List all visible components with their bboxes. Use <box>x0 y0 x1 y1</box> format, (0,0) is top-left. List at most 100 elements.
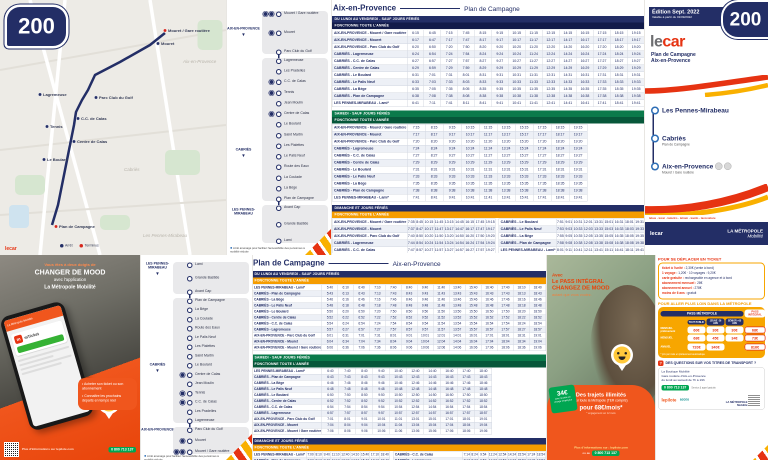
stop-group-box <box>173 298 249 423</box>
time-cell: 14:54 <box>454 239 465 247</box>
stop-cell: CABRIÈS - C.C. de Calas <box>332 57 408 65</box>
time-cell: 12:41 <box>542 99 560 107</box>
timetable-table: LES PENNES-MIRABEAU - Lami* 7:00 8:10 9:40 1… <box>252 451 390 460</box>
corner-stripes <box>743 435 768 460</box>
transport-mode-icon <box>723 162 732 171</box>
timetable-table: CABRIÈS - C.C. de Calas 7:14 8:24 9:54 11:24… <box>392 451 546 460</box>
timetable-outbound: Aix-en-Provence Plan de Campagne DU LUNDI … <box>332 0 645 253</box>
time-cell: 7:58 <box>556 239 565 247</box>
ticket-price-line: ticket à l'unité : 2,30€ (vente à bord) <box>662 266 715 271</box>
timetable-section: SAMEDI - SAUF JOURS FÉRIÉS FONCTIONNE TOU… <box>332 110 645 202</box>
line-number-badge-cover: 200 <box>723 2 768 37</box>
time-cell: 17:06 <box>440 428 459 435</box>
stop-name: Le Boulard <box>195 363 212 367</box>
route-diagram-return: LES PENNES-MIRABEAU ▼ CABRIÈS ▼ AIX-EN-PROVE… <box>140 255 252 460</box>
time-cell: 11:27 <box>478 152 498 160</box>
stop-name: La Bège <box>284 185 298 190</box>
time-cell: 9:20 <box>491 43 509 51</box>
timetable-row: CABRIÈS - Centre de Calas 6:52 7:52 8:52 9:5… <box>252 398 493 405</box>
stop-name: Les Pradelles <box>284 69 306 73</box>
timetable-row: AIX-EN-PROVENCE - Parc Club du Golf 7:20 8… <box>332 138 588 146</box>
stop-name: Parc Club du Golf <box>284 49 312 54</box>
stop-name: Les Pradelles <box>195 409 217 413</box>
time-cell: 6:31 <box>406 71 425 79</box>
timetable-table: LES PENNES-MIRABEAU - Lami* 5:40 6:10 6:40 7… <box>252 284 546 351</box>
footer-lecar-logo: lecar <box>650 230 663 237</box>
stop-name: Centre de Calas <box>195 372 221 376</box>
accessibility-footnote: ● Arrêt aménagé pour faciliter l'accessi… <box>144 453 219 460</box>
time-cell: 8:27 <box>424 152 444 160</box>
time-cell: 15:33 <box>514 173 534 181</box>
timetable-row: CABRIÈS - Le Palis Neuf 7:53 9:03 10:33 12:0… <box>498 225 645 233</box>
time-cell: 7:54 <box>457 50 475 58</box>
cover-stop-sub: Plan de Campagne <box>662 143 690 147</box>
time-cell: 19:33 <box>568 173 588 181</box>
time-cell: 8:15 <box>474 29 492 37</box>
zone-label: AIX-EN-PROVENCE ▼ <box>227 27 260 37</box>
time-cell: 11:47 <box>433 225 445 233</box>
timetable-row: LES PENNES-MIRABEAU - Lami* 8:01 9:11 10:41… <box>498 246 645 253</box>
time-cell: 18:33 <box>610 78 628 86</box>
note-header-bar: FONCTIONNE TOUTE L'ANNÉE <box>252 277 546 284</box>
time-cell: 7:38 <box>406 187 426 195</box>
stop-name: C.C. de Calas <box>284 79 306 84</box>
stop-dot <box>276 238 282 244</box>
time-cell: 11:24 <box>524 50 543 58</box>
time-cell: 18:41 <box>550 194 570 202</box>
ticket-price-line: moins de 6 ans : gratuit <box>662 291 697 296</box>
time-cell: 17:27 <box>593 57 611 65</box>
stop-cell: LES PENNES-MIRABEAU - Lami* <box>332 99 408 107</box>
stop-dot <box>276 222 282 228</box>
stop-dot <box>187 400 193 406</box>
day-header-bar: SAMEDI - SAUF JOURS FÉRIÉS <box>252 354 546 361</box>
fare-grid: PASS MÉTROPOLE PASS INTÉGRAL TOUT PUBLIC JE… <box>660 309 766 352</box>
time-cell: 18:31 <box>550 166 570 174</box>
time-cell: 17:17 <box>593 36 611 44</box>
time-cell: 7:06 <box>321 428 340 435</box>
ticket-prices-box: ticket à l'unité : 2,30€ (vente à bord) 1… <box>658 262 765 300</box>
time-cell: 10:20 <box>507 43 526 51</box>
time-cell: 7:17 <box>440 36 458 44</box>
time-cell: 7:47 <box>457 36 475 44</box>
time-cell: 12:24 <box>542 50 560 58</box>
time-cell: 18:24 <box>550 145 570 153</box>
time-cell: 9:27 <box>491 57 509 65</box>
stop-cell: CABRIÈS - C.C. de Calas <box>332 246 408 253</box>
stop-group-box <box>173 262 249 294</box>
swoosh-top <box>645 75 768 97</box>
stop-dot <box>187 418 193 424</box>
note-header-bar: FONCTIONNE TOUTE L'ANNÉE <box>332 22 645 29</box>
title-dash <box>328 262 389 265</box>
time-cell: 13:31 <box>593 218 604 226</box>
zone-arrow-icon: ▼ <box>241 153 246 158</box>
time-cell: 17:33 <box>593 78 611 86</box>
time-cell: 8:27 <box>474 57 492 65</box>
time-cell: 6:35 <box>406 85 425 93</box>
time-cell: 12:20 <box>542 43 560 51</box>
time-cell: 7:35 <box>406 218 416 226</box>
stop-cell: AIX-EN-PROVENCE - Mouret / Gare routière <box>252 428 323 435</box>
stop-cell: AIX-EN-PROVENCE - Parc Club du Golf <box>332 232 408 240</box>
time-cell: 18:35 <box>550 180 570 188</box>
contact-line: du lundi au samedi de 7h à 19h <box>661 378 705 383</box>
question-icon: ? <box>658 360 664 366</box>
time-cell: 11:33 <box>478 173 498 181</box>
time-cell: 10:29 <box>507 64 526 72</box>
time-cell: 18:06 <box>497 344 514 351</box>
stop-dot <box>276 69 282 75</box>
stop-name: Jean Moulin <box>195 381 214 386</box>
time-cell: 7:50 <box>457 43 475 51</box>
time-cell: 12:08 <box>582 239 594 247</box>
swoosh-bottom <box>645 184 768 215</box>
cover-panel: Édition Sept. 2022 Valable à partir du 0… <box>645 0 768 255</box>
timetable-row: CABRIÈS - Plan de Campagne 7:38 8:38 9:38 10… <box>332 187 588 195</box>
time-cell: 17:41 <box>532 194 552 202</box>
timetable-table: CABRIÈS - Le Boulard 7:51 9:01 10:31 12:01 13… <box>498 218 645 253</box>
time-cell: 11:45 <box>433 218 445 226</box>
time-cell: 16:38 <box>576 92 594 100</box>
stop-dot <box>276 90 282 96</box>
stop-cell: CABRIÈS - La Bège <box>498 232 557 240</box>
stop-name: Tennis <box>195 390 206 395</box>
time-cell: 14:38 <box>559 92 577 100</box>
time-cell: 9:38 <box>491 92 509 100</box>
